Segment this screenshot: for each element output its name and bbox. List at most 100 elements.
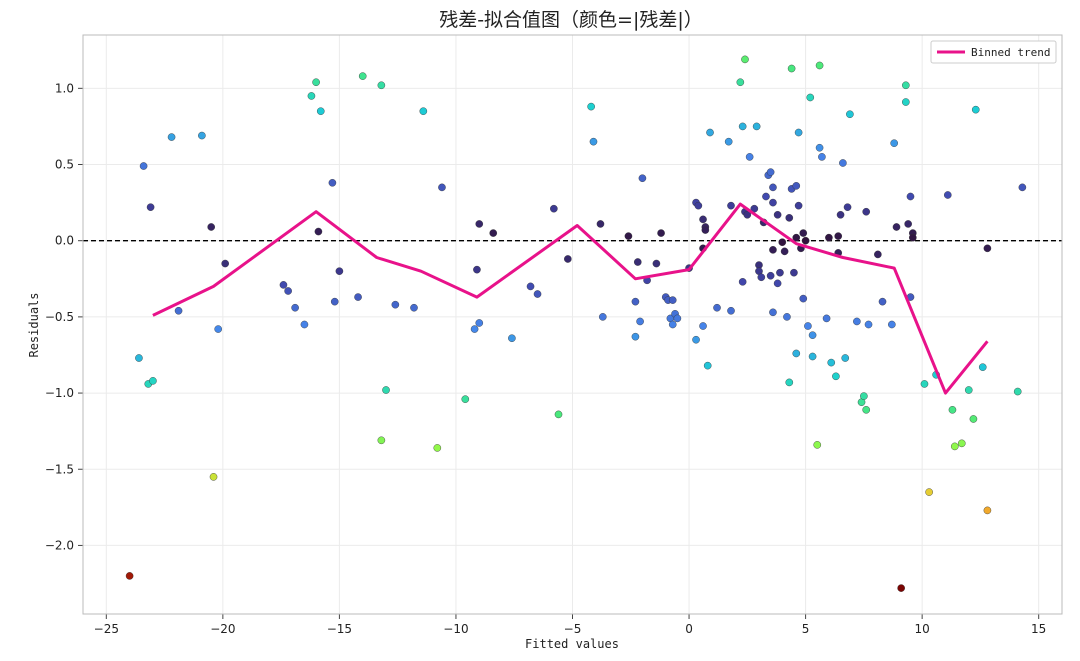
y-tick-label: −1.0 [45,386,74,400]
residual-point [799,229,808,237]
residual-point [839,159,847,167]
residual-point [983,506,992,515]
residual-point [470,325,479,333]
scatter-points [125,55,1027,592]
residual-point [377,81,386,90]
residual-point [969,415,978,423]
residual-point [766,271,775,280]
residual-point [827,358,836,367]
residual-point [769,246,777,254]
residual-point [818,153,826,161]
residual-point [699,322,707,330]
residual-point [909,233,917,242]
legend-entry-binned-trend: Binned trend [971,46,1050,59]
residual-point [741,55,749,64]
residual-point [167,133,176,141]
residual-point [799,294,808,303]
residual-point [804,322,812,330]
residual-point [209,473,218,481]
residual-point [1013,387,1022,396]
residual-point [978,363,987,371]
residual-point [897,584,905,592]
residual-point [943,191,952,199]
residual-point [300,320,309,329]
residual-point [743,210,752,219]
residual-point [596,220,605,228]
residual-point [853,317,861,326]
residual-point [358,72,367,80]
residual-point [878,297,887,306]
residual-point [135,354,143,362]
residual-point [694,201,703,210]
residual-point [699,215,707,224]
residual-point [890,139,898,147]
residual-point [668,296,677,304]
residual-point [776,268,784,277]
residual-point [377,436,386,445]
residual-point [526,282,535,291]
residual-point [146,203,155,211]
residual-point [438,183,446,192]
residual-point [846,110,854,119]
residual-point [738,278,747,286]
residual-point [221,259,229,268]
residual-point [785,214,794,222]
residual-point [769,308,777,317]
x-tick-label: −20 [210,622,235,636]
residual-point [792,233,801,242]
residual-point [391,300,400,309]
residual-point [335,267,344,275]
residual-point [862,406,871,414]
residual-point [550,204,558,213]
residual-point [780,247,789,256]
residual-point [316,107,325,115]
chart-title: 残差-拟合值图（颜色=|残差|） [439,9,703,31]
y-tick-label: 0.0 [55,234,74,248]
x-tick-label: 0 [685,622,693,636]
residual-point [174,306,183,315]
residual-point [736,78,745,87]
residual-point [766,168,775,176]
residual-point [382,386,390,394]
residual-point [673,314,682,323]
residual-point [631,297,640,306]
y-tick-label: 0.5 [55,158,74,172]
residual-point [785,378,794,387]
residual-point [778,238,787,247]
residual-point [727,201,735,210]
x-tick-label: 10 [915,622,930,636]
residual-point [307,92,316,100]
residual-point [769,183,777,192]
residual-point [843,203,852,211]
residual-point [638,174,647,183]
residual-point [198,131,206,140]
residual-point [957,439,966,448]
residual-point [815,61,824,70]
residual-point [790,268,798,277]
residual-point [769,198,777,207]
residual-point [862,207,871,216]
residual-point [668,320,677,329]
residual-point [624,232,633,240]
x-tick-label: −10 [443,622,468,636]
residual-point [657,229,665,237]
residual-point [314,227,323,236]
residual-point [815,143,824,152]
residual-point [920,380,929,388]
residual-point [330,297,339,306]
legend-box [930,40,1057,64]
residual-point [892,223,901,231]
residual-point [792,349,801,358]
residual-point [703,361,712,370]
residual-point [745,153,754,161]
plot-frame [82,34,1063,615]
residual-point [773,210,782,219]
residual-point [419,107,428,115]
binned-trend-line [152,202,989,395]
residual-point [783,313,791,321]
residual-point [724,137,733,146]
residual-point [354,293,362,301]
residual-point [752,122,761,131]
x-axis-ticks: −25 −20 −15 −10 −5 0 5 10 15 [94,614,1046,636]
residual-point [508,334,516,343]
